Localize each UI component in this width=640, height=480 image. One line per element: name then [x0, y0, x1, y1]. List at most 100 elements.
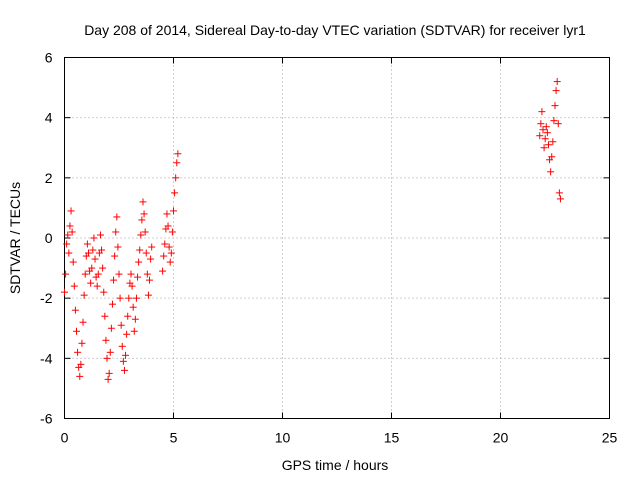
data-point: [91, 255, 99, 263]
data-point: [119, 357, 127, 365]
data-point: [64, 231, 72, 239]
data-point: [62, 270, 70, 278]
y-tick-label: -4: [40, 350, 53, 366]
data-point: [114, 243, 122, 251]
data-point: [138, 216, 146, 224]
data-point: [61, 288, 68, 296]
grid-lines: [64, 57, 610, 419]
y-axis-label: SDTVAR / TECUs: [7, 182, 23, 294]
x-tick-label: 20: [493, 430, 509, 446]
data-point: [139, 198, 147, 206]
data-point: [170, 207, 177, 215]
data-point: [129, 303, 137, 311]
x-tick-label: 5: [170, 430, 178, 446]
y-tick-label: 2: [45, 170, 53, 186]
data-point: [102, 336, 110, 344]
y-tick-labels: -6 -4 -2 0 2 4 6: [40, 50, 53, 427]
data-point: [548, 153, 556, 161]
data-point: [168, 228, 176, 236]
data-point: [142, 249, 150, 257]
data-point: [143, 270, 151, 278]
data-point: [537, 120, 545, 128]
data-point: [81, 270, 89, 278]
data-point: [166, 258, 174, 266]
data-point: [65, 249, 73, 257]
data-point: [141, 228, 149, 236]
data-point: [174, 150, 182, 158]
data-point: [550, 117, 558, 125]
x-tick-labels: 0 5 10 15 20 25: [61, 430, 618, 446]
data-point: [551, 102, 559, 110]
data-point: [80, 291, 88, 299]
data-point: [538, 108, 546, 116]
data-point: [103, 354, 111, 362]
data-point: [125, 294, 133, 302]
data-point: [71, 306, 79, 314]
data-point: [67, 207, 75, 215]
y-tick-label: 6: [45, 50, 53, 66]
data-point: [161, 240, 169, 248]
data-point: [83, 240, 91, 248]
data-point: [78, 339, 86, 347]
x-axis-label: GPS time / hours: [282, 457, 389, 473]
data-point: [93, 282, 101, 290]
x-tick-label: 10: [275, 430, 291, 446]
data-point: [542, 123, 550, 131]
data-point: [128, 282, 136, 290]
data-point: [553, 78, 561, 86]
data-point: [88, 264, 96, 272]
data-point: [94, 270, 102, 278]
data-point: [124, 312, 132, 320]
data-point: [164, 222, 172, 230]
data-point: [163, 210, 171, 218]
y-tick-label: 0: [45, 230, 53, 246]
chart-title: Day 208 of 2014, Sidereal Day-to-day VTE…: [84, 22, 586, 38]
data-point: [171, 189, 179, 197]
data-point: [104, 375, 112, 383]
data-point: [117, 321, 125, 329]
data-point: [136, 246, 144, 254]
data-point: [79, 318, 87, 326]
data-point: [111, 252, 119, 260]
y-tick-label: 4: [45, 110, 53, 126]
data-point: [135, 258, 143, 266]
data-point: [110, 276, 118, 284]
data-point: [98, 246, 106, 254]
data-point: [122, 351, 130, 359]
data-point: [66, 222, 74, 230]
data-point: [116, 294, 124, 302]
data-point: [96, 231, 104, 239]
data-point: [555, 189, 563, 197]
data-point: [543, 129, 551, 137]
data-point: [160, 252, 168, 260]
data-point: [144, 291, 152, 299]
data-point: [123, 330, 131, 338]
data-point: [131, 315, 139, 323]
data-point: [137, 231, 145, 239]
data-point: [108, 300, 116, 308]
data-point: [536, 132, 544, 140]
data-point: [68, 228, 76, 236]
data-point: [556, 195, 564, 203]
data-point: [72, 327, 80, 335]
data-point: [540, 144, 548, 152]
data-points: [61, 78, 564, 383]
y-tick-label: -2: [40, 290, 53, 306]
data-point: [140, 210, 148, 218]
data-point: [76, 372, 84, 380]
data-point: [134, 273, 142, 281]
x-tick-label: 15: [384, 430, 400, 446]
data-point: [112, 228, 120, 236]
data-point: [100, 288, 108, 296]
data-point: [77, 360, 85, 368]
data-point: [147, 255, 155, 263]
data-point: [165, 243, 173, 251]
data-point: [84, 249, 92, 257]
data-point: [118, 342, 126, 350]
data-point: [127, 270, 135, 278]
data-point: [541, 135, 549, 143]
data-point: [159, 267, 167, 275]
data-point: [146, 276, 154, 284]
data-point: [132, 294, 140, 302]
